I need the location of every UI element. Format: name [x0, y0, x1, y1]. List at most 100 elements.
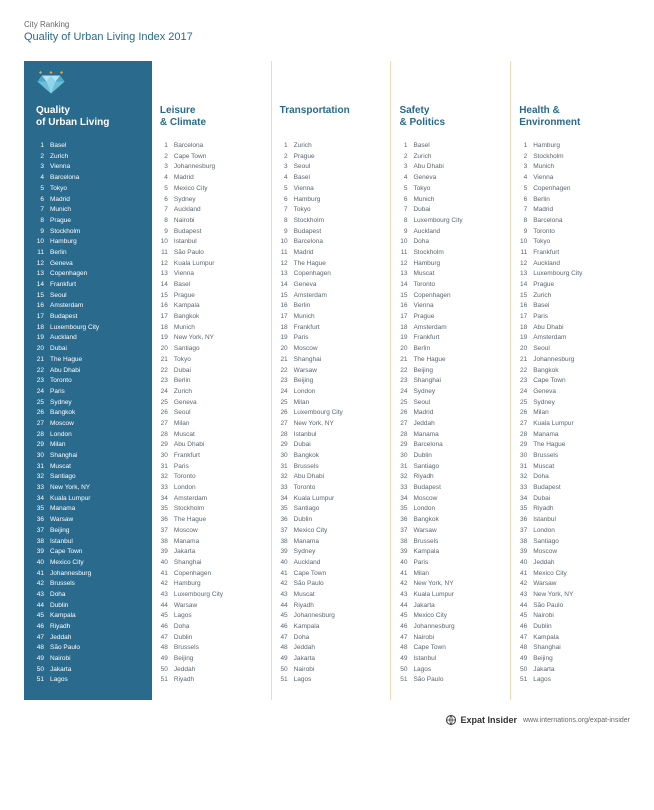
rank-number: 20 [160, 346, 174, 353]
rank-row: 23Beijing [280, 376, 383, 387]
rank-number: 50 [36, 667, 50, 674]
rank-city: Warsaw [413, 528, 502, 535]
rank-number: 4 [399, 175, 413, 182]
rank-row: 31Santiago [399, 462, 502, 473]
rank-number: 16 [280, 303, 294, 310]
rank-city: Kuala Lumpur [533, 421, 622, 428]
rank-number: 12 [36, 261, 50, 268]
rank-number: 17 [519, 314, 533, 321]
rank-city: Luxembourg City [294, 410, 383, 417]
rank-row: 50Jakarta [36, 665, 144, 676]
rank-city: Vienna [174, 271, 263, 278]
rank-number: 40 [160, 560, 174, 567]
rank-row: 10Barcelona [280, 237, 383, 248]
rank-row: 37Beijing [36, 526, 144, 537]
rank-number: 41 [519, 571, 533, 578]
rank-number: 6 [36, 197, 50, 204]
rank-row: 47Doha [280, 633, 383, 644]
rank-number: 42 [36, 581, 50, 588]
rank-number: 47 [519, 635, 533, 642]
rank-number: 34 [280, 496, 294, 503]
rank-number: 16 [36, 303, 50, 310]
rank-number: 7 [280, 207, 294, 214]
rank-row: 37Moscow [160, 526, 263, 537]
rank-row: 28Manama [399, 430, 502, 441]
rank-number: 22 [280, 368, 294, 375]
rank-number: 26 [160, 410, 174, 417]
rank-city: Basel [50, 143, 144, 150]
rank-row: 47Kampala [519, 633, 622, 644]
rank-number: 19 [399, 335, 413, 342]
rank-row: 28Muscat [160, 430, 263, 441]
rank-row: 30Bangkok [280, 451, 383, 462]
rank-city: Johannesburg [533, 357, 622, 364]
rank-row: 44São Paulo [519, 601, 622, 612]
rank-row: 48Shanghai [519, 643, 622, 654]
rank-row: 22Warsaw [280, 365, 383, 376]
rank-city: Lagos [533, 677, 622, 684]
rank-city: Nairobi [533, 613, 622, 620]
rank-row: 2Stockholm [519, 152, 622, 163]
rank-row: 43Kuala Lumpur [399, 590, 502, 601]
rank-number: 19 [280, 335, 294, 342]
rank-number: 4 [36, 175, 50, 182]
rank-city: Muscat [294, 592, 383, 599]
rank-row: 2Cape Town [160, 152, 263, 163]
rank-number: 12 [519, 261, 533, 268]
rank-number: 8 [280, 218, 294, 225]
rank-city: Prague [174, 293, 263, 300]
rank-row: 9Budapest [280, 227, 383, 238]
rank-number: 6 [160, 197, 174, 204]
rank-row: 33Toronto [280, 483, 383, 494]
rank-row: 13Copenhagen [36, 269, 144, 280]
rank-row: 35Manama [36, 504, 144, 515]
rank-city: Madrid [174, 175, 263, 182]
rank-number: 16 [519, 303, 533, 310]
rank-row: 40Jeddah [519, 558, 622, 569]
rank-number: 27 [519, 421, 533, 428]
rank-row: 47Nairobi [399, 633, 502, 644]
rank-number: 5 [36, 186, 50, 193]
rank-row: 43New York, NY [519, 590, 622, 601]
rank-number: 23 [399, 378, 413, 385]
rank-row: 29Dubai [280, 440, 383, 451]
rank-city: Muscat [174, 432, 263, 439]
rank-row: 42Warsaw [519, 579, 622, 590]
rank-number: 30 [280, 453, 294, 460]
rank-number: 7 [36, 207, 50, 214]
rank-number: 29 [36, 442, 50, 449]
rank-row: 36Bangkok [399, 515, 502, 526]
rank-city: Istanbul [50, 539, 144, 546]
rank-city: Berlin [294, 303, 383, 310]
rank-row: 46Riyadh [36, 622, 144, 633]
ranking-columns: Qualityof Urban Living1Basel2Zurich3Vien… [24, 61, 630, 700]
rank-number: 49 [399, 656, 413, 663]
rank-city: Zurich [174, 389, 263, 396]
rank-row: 26Bangkok [36, 408, 144, 419]
rank-city: Berlin [174, 378, 263, 385]
rank-row: 12Hamburg [399, 259, 502, 270]
rank-city: The Hague [294, 261, 383, 268]
rank-number: 21 [160, 357, 174, 364]
rank-row: 11Frankfurt [519, 248, 622, 259]
rank-city: Doha [50, 592, 144, 599]
rank-city: Prague [413, 314, 502, 321]
rank-city: Sydney [174, 197, 263, 204]
rank-city: Muscat [533, 464, 622, 471]
rank-number: 15 [519, 293, 533, 300]
rank-row: 32Doha [519, 472, 622, 483]
rank-number: 2 [160, 154, 174, 161]
rank-city: Riyadh [413, 474, 502, 481]
rank-row: 9Budapest [160, 227, 263, 238]
rank-row: 10Hamburg [36, 237, 144, 248]
rank-row: 27Milan [160, 419, 263, 430]
rank-number: 9 [160, 229, 174, 236]
rank-number: 49 [36, 656, 50, 663]
rank-city: Sydney [533, 400, 622, 407]
rank-number: 42 [399, 581, 413, 588]
rank-number: 38 [160, 539, 174, 546]
rank-city: New York, NY [50, 485, 144, 492]
rank-number: 47 [36, 635, 50, 642]
rank-row: 8Barcelona [519, 216, 622, 227]
rank-city: Budapest [294, 229, 383, 236]
